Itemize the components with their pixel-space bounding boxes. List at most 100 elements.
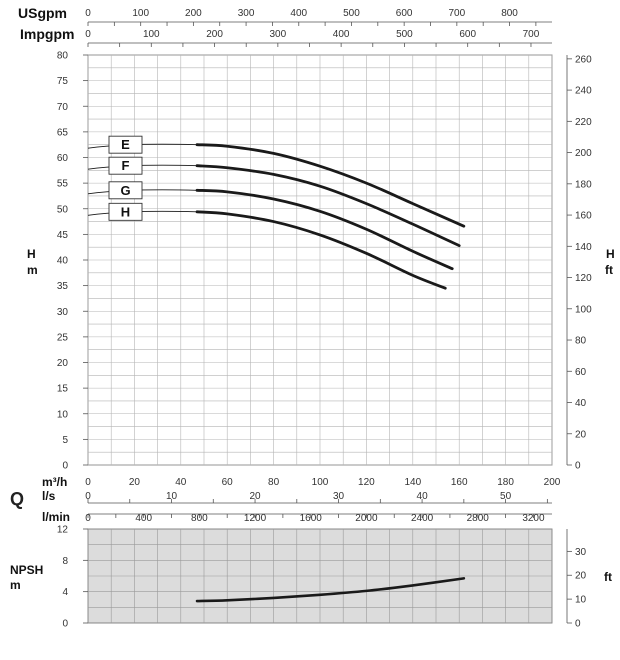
head-ft-tick-label: 40	[575, 398, 587, 409]
head-m-tick-label: 70	[57, 102, 69, 113]
impgpm-tick-label: 500	[396, 29, 413, 40]
m3h-tick-label: 140	[404, 477, 421, 488]
impgpm-axis-label: Impgpm	[20, 26, 74, 42]
head-m-tick-label: 75	[57, 76, 69, 87]
head-m-tick-label: 45	[57, 230, 69, 241]
usgpm-tick-label: 700	[448, 8, 465, 19]
curve-label-g: G	[120, 183, 130, 198]
lmin-axis-label: l/min	[42, 510, 70, 524]
head-ft-tick-label: 140	[575, 242, 592, 253]
ls-tick-label: 0	[85, 491, 91, 502]
npsh-unit-label: m	[10, 578, 21, 592]
usgpm-tick-label: 300	[238, 8, 255, 19]
curve-label-box-g	[108, 181, 143, 200]
head-m-tick-label: 60	[57, 153, 69, 164]
head-curve-h	[195, 210, 447, 290]
flow-q-label: Q	[10, 489, 24, 509]
lmin-tick-label: 2000	[355, 513, 378, 524]
lmin-tick-label: 2400	[411, 513, 434, 524]
lmin-tick-label: 800	[191, 513, 208, 524]
grid-lines	[87, 54, 553, 624]
head-m-tick-label: 25	[57, 332, 69, 343]
tick-labels: 0510152025303540455055606570758002040608…	[57, 8, 592, 630]
npsh-m-tick-label: 8	[62, 556, 68, 567]
m3h-tick-label: 100	[312, 477, 329, 488]
m3h-tick-label: 120	[358, 477, 375, 488]
impgpm-tick-label: 100	[143, 29, 160, 40]
m3h-tick-label: 180	[497, 477, 514, 488]
head-m-tick-label: 50	[57, 204, 69, 215]
head-ft-tick-label: 60	[575, 367, 587, 378]
head-ft-tick-label: 120	[575, 273, 592, 284]
head-curve-g	[195, 188, 454, 271]
curve-label-box-h	[108, 202, 143, 221]
npsh-ft-tick-label: 0	[575, 619, 581, 630]
ls-tick-label: 50	[500, 491, 512, 502]
lmin-tick-label: 0	[85, 513, 91, 524]
head-ft-label-unit: ft	[605, 263, 613, 277]
impgpm-tick-label: 300	[270, 29, 287, 40]
m3h-tick-label: 0	[85, 477, 91, 488]
ls-tick-label: 20	[249, 491, 261, 502]
head-ft-tick-label: 80	[575, 336, 587, 347]
head-ft-tick-label: 160	[575, 211, 592, 222]
impgpm-tick-label: 200	[206, 29, 223, 40]
head-m-label-unit: m	[27, 263, 38, 277]
npsh-ft-tick-label: 10	[575, 595, 587, 606]
usgpm-tick-label: 100	[132, 8, 149, 19]
lmin-tick-label: 400	[135, 513, 152, 524]
m3h-tick-label: 40	[175, 477, 187, 488]
head-curve-e	[195, 143, 466, 228]
usgpm-tick-label: 0	[85, 8, 91, 19]
usgpm-tick-label: 600	[396, 8, 413, 19]
head-m-tick-label: 80	[57, 51, 69, 62]
impgpm-tick-label: 0	[85, 29, 91, 40]
npsh-ft-label: ft	[604, 570, 612, 584]
head-m-tick-label: 65	[57, 127, 69, 138]
m3h-tick-label: 20	[129, 477, 141, 488]
ls-tick-label: 40	[417, 491, 429, 502]
head-m-tick-label: 35	[57, 281, 69, 292]
m3h-tick-label: 80	[268, 477, 280, 488]
head-m-label-h: H	[27, 247, 36, 261]
lmin-tick-label: 3200	[522, 513, 545, 524]
head-ft-tick-label: 220	[575, 117, 592, 128]
usgpm-tick-label: 500	[343, 8, 360, 19]
head-m-tick-label: 30	[57, 307, 69, 318]
data-series	[87, 143, 466, 603]
impgpm-tick-label: 600	[459, 29, 476, 40]
head-m-tick-label: 15	[57, 384, 69, 395]
npsh-ft-tick-label: 20	[575, 571, 587, 582]
head-ft-tick-label: 100	[575, 304, 592, 315]
usgpm-axis-label: USgpm	[18, 5, 67, 21]
impgpm-tick-label: 700	[523, 29, 540, 40]
head-ft-tick-label: 240	[575, 86, 592, 97]
head-m-tick-label: 40	[57, 256, 69, 267]
head-ft-label-h: H	[606, 247, 615, 261]
m3h-tick-label: 160	[451, 477, 468, 488]
lmin-tick-label: 1200	[244, 513, 267, 524]
usgpm-tick-label: 400	[290, 8, 307, 19]
head-ft-tick-label: 180	[575, 179, 592, 190]
npsh-m-tick-label: 12	[57, 525, 69, 536]
lmin-tick-label: 2800	[467, 513, 490, 524]
impgpm-tick-label: 400	[333, 29, 350, 40]
ls-tick-label: 30	[333, 491, 345, 502]
head-ft-tick-label: 260	[575, 54, 592, 65]
axis-lines	[83, 21, 572, 624]
head-curve-f	[195, 164, 461, 248]
curve-label-f: F	[122, 158, 130, 173]
curve-label-box-f	[108, 156, 143, 175]
usgpm-tick-label: 800	[501, 8, 518, 19]
head-m-tick-label: 0	[62, 461, 68, 472]
npsh-axis-label: NPSH	[10, 563, 43, 577]
curve-label-e: E	[121, 137, 130, 152]
head-m-tick-label: 55	[57, 179, 69, 190]
lmin-tick-label: 1600	[300, 513, 323, 524]
npsh-curve	[195, 577, 466, 603]
curve-label-h: H	[121, 204, 130, 219]
head-m-tick-label: 10	[57, 409, 69, 420]
curve-label-box-e	[108, 135, 143, 154]
